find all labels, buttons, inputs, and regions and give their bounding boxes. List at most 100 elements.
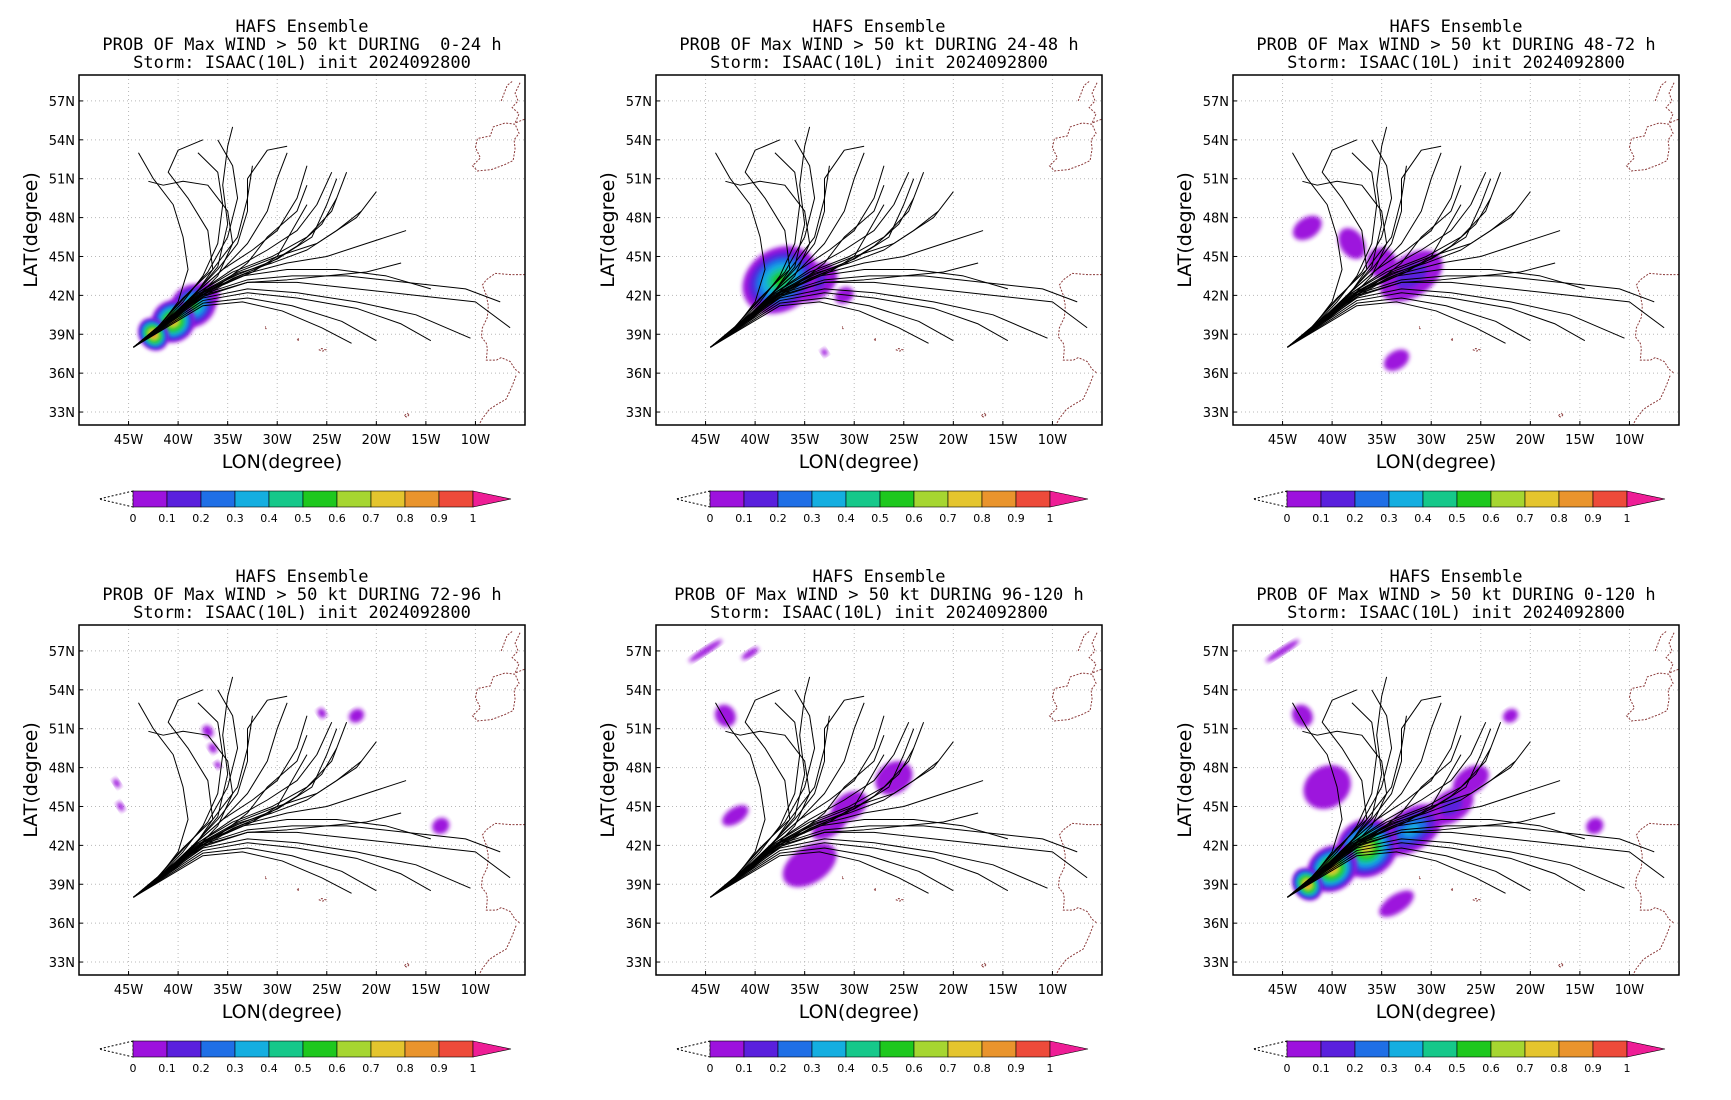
tick-label-x: 30W [1417, 433, 1447, 448]
tick-label-x: 45W [1268, 983, 1298, 998]
colorbar-tick-label: 0.7 [362, 1062, 380, 1075]
colorbar-tick-label: 1 [1624, 1062, 1631, 1075]
colorbar-tick-label: 1 [1047, 1062, 1054, 1075]
tick-label-x: 35W [213, 433, 243, 448]
tick-label-x: 20W [939, 983, 969, 998]
ensemble-track [133, 702, 189, 898]
colorbar-tick-label: 0.7 [939, 1062, 957, 1075]
x-axis-label: LON(degree) [1376, 451, 1497, 473]
tick-label-y: 45N [1203, 250, 1229, 265]
colorbar-tick-label: 0.8 [973, 512, 991, 525]
tick-label-x: 10W [1615, 433, 1645, 448]
colorbar-swatch [1354, 490, 1390, 508]
coastline [1048, 672, 1097, 722]
colorbar-tick-label: 0.2 [192, 512, 210, 525]
coastline [1625, 672, 1674, 722]
colorbar-swatch [1354, 1040, 1390, 1058]
chart-title-line: PROB OF Max WIND > 50 kt DURING 72-96 h [102, 585, 501, 605]
ensemble-track [710, 262, 979, 348]
ensemble-track [710, 172, 925, 348]
tick-label-y: 33N [1203, 406, 1229, 421]
colorbar-tick-label: 0 [130, 1062, 137, 1075]
colorbar-tick-label: 0.5 [871, 1062, 889, 1075]
ensemble-track [710, 301, 929, 348]
tick-label-x: 25W [1466, 983, 1496, 998]
tick-label-y: 48N [49, 762, 75, 777]
plot-background [79, 625, 525, 975]
colorbar-tick-label: 0.7 [1516, 1062, 1534, 1075]
colorbar-swatch [404, 1040, 440, 1058]
colorbar-under-arrow [98, 490, 134, 508]
x-axis-label: LON(degree) [799, 1001, 920, 1023]
colorbar-tick-label: 0.6 [328, 1062, 346, 1075]
colorbar-swatch [166, 1040, 202, 1058]
plot-frame [78, 624, 526, 976]
ensemble-track [710, 851, 929, 898]
tick-label-x: 25W [1466, 433, 1496, 448]
colorbar-over-arrow [472, 1040, 512, 1058]
coastline [1632, 375, 1671, 425]
colorbar-swatch [1456, 1040, 1492, 1058]
ensemble-track [710, 145, 865, 348]
plot-area [656, 75, 1102, 425]
ensemble-track [710, 754, 885, 898]
tick-label-x: 15W [1565, 983, 1595, 998]
ensemble-track [710, 847, 954, 898]
prob-swath-mark [1379, 890, 1414, 917]
colorbar-tick-label: 0.6 [905, 512, 923, 525]
tick-label-y: 48N [626, 212, 652, 227]
colorbar-swatch [709, 490, 745, 508]
ensemble-track [133, 145, 288, 348]
colorbar-swatch [132, 490, 168, 508]
ensemble-track [710, 702, 766, 898]
ensemble-track [1287, 735, 1462, 898]
chart-panel: HAFS Ensemble PROB OF Max WIND > 50 kt DU… [1154, 0, 1731, 550]
colorbar-tick-label: 0.3 [1380, 1062, 1398, 1075]
colorbar-tick-label: 0.5 [871, 512, 889, 525]
colorbar-tick-label: 0.2 [1346, 512, 1364, 525]
coastline [1077, 81, 1090, 102]
coastline [471, 122, 520, 172]
tick-label-y: 51N [626, 723, 652, 738]
colorbar-swatch [743, 490, 779, 508]
tick-label-x: 45W [1268, 433, 1298, 448]
coastline [471, 672, 520, 722]
tick-label-x: 20W [1516, 433, 1546, 448]
colorbar-swatch [234, 490, 270, 508]
colorbar-swatch [1558, 490, 1594, 508]
coastline [873, 337, 878, 343]
colorbar-tick-label: 0.6 [1482, 1062, 1500, 1075]
ensemble-track [710, 204, 885, 348]
tick-label-x: 15W [411, 983, 441, 998]
plot-background [656, 625, 1102, 975]
ensemble-track [1287, 178, 1492, 348]
tick-label-y: 57N [49, 645, 75, 660]
prob-swath-mark [432, 817, 450, 835]
colorbar-tick-label: 0 [707, 512, 714, 525]
colorbar-swatch [370, 1040, 406, 1058]
chart-title-line: PROB OF Max WIND > 50 kt DURING 0-24 h [102, 35, 501, 55]
coastline [318, 897, 328, 902]
tick-label-y: 33N [626, 956, 652, 971]
tick-label-y: 51N [1203, 723, 1229, 738]
coastline [318, 347, 328, 352]
plot-background [79, 75, 525, 425]
tick-label-x: 35W [1367, 983, 1397, 998]
chart-title-line: Storm: ISAAC(10L) init 2024092800 [1287, 53, 1625, 73]
tick-label-y: 45N [49, 800, 75, 815]
coastline [1418, 876, 1421, 880]
colorbar-over-arrow [1049, 1040, 1089, 1058]
tick-label-y: 45N [1203, 800, 1229, 815]
tick-label-x: 10W [1038, 983, 1068, 998]
colorbar-under-arrow [675, 490, 711, 508]
chart-panel: HAFS Ensemble PROB OF Max WIND > 50 kt DU… [0, 0, 577, 550]
tick-label-y: 54N [49, 684, 75, 699]
coastline [1418, 326, 1421, 330]
tick-label-y: 36N [49, 917, 75, 932]
ensemble-track [1287, 292, 1586, 348]
plot-background [656, 75, 1102, 425]
tick-label-y: 57N [49, 95, 75, 110]
